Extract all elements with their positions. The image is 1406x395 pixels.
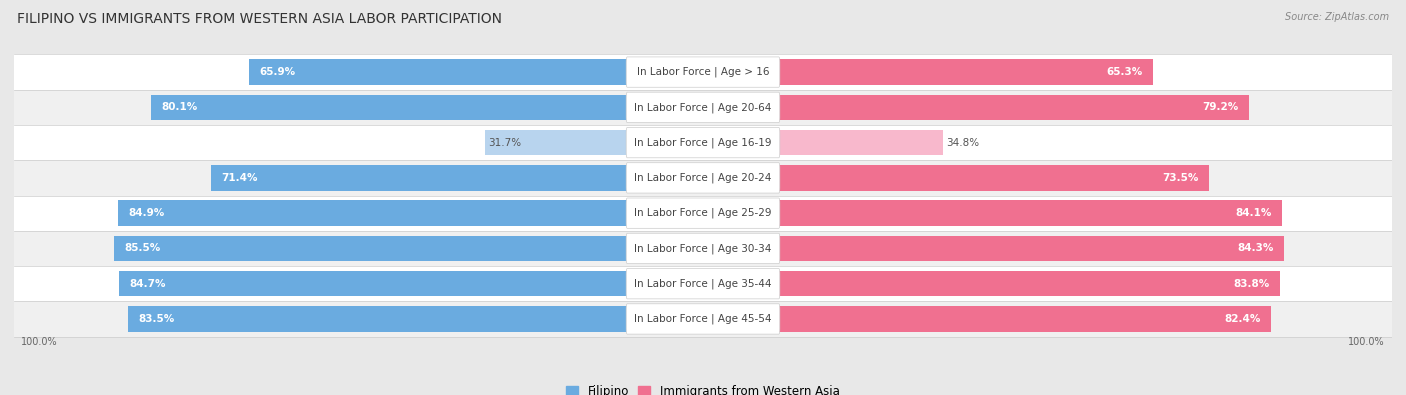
Bar: [703, 271, 1281, 296]
FancyBboxPatch shape: [626, 163, 780, 193]
Text: 84.1%: 84.1%: [1236, 208, 1272, 218]
Bar: [703, 165, 1209, 191]
Bar: [14, 231, 1392, 266]
Text: 83.8%: 83.8%: [1233, 279, 1270, 289]
Text: 34.8%: 34.8%: [946, 137, 980, 148]
Bar: [703, 201, 1282, 226]
Text: 100.0%: 100.0%: [21, 337, 58, 347]
Text: In Labor Force | Age 16-19: In Labor Force | Age 16-19: [634, 137, 772, 148]
Text: 73.5%: 73.5%: [1163, 173, 1199, 183]
Text: 79.2%: 79.2%: [1202, 102, 1239, 112]
Text: 100.0%: 100.0%: [1348, 337, 1385, 347]
FancyBboxPatch shape: [626, 198, 780, 228]
Text: 65.9%: 65.9%: [259, 67, 295, 77]
Bar: [211, 165, 703, 191]
Text: FILIPINO VS IMMIGRANTS FROM WESTERN ASIA LABOR PARTICIPATION: FILIPINO VS IMMIGRANTS FROM WESTERN ASIA…: [17, 12, 502, 26]
Bar: [249, 59, 703, 85]
Bar: [14, 266, 1392, 301]
Text: In Labor Force | Age 45-54: In Labor Force | Age 45-54: [634, 314, 772, 324]
Text: In Labor Force | Age > 16: In Labor Force | Age > 16: [637, 67, 769, 77]
FancyBboxPatch shape: [626, 304, 780, 334]
Text: 84.9%: 84.9%: [128, 208, 165, 218]
Text: 83.5%: 83.5%: [138, 314, 174, 324]
Bar: [114, 236, 703, 261]
Bar: [14, 196, 1392, 231]
Bar: [703, 306, 1271, 332]
Text: 84.3%: 84.3%: [1237, 243, 1274, 254]
Text: 82.4%: 82.4%: [1225, 314, 1260, 324]
FancyBboxPatch shape: [626, 57, 780, 87]
Text: In Labor Force | Age 20-24: In Labor Force | Age 20-24: [634, 173, 772, 183]
Bar: [14, 160, 1392, 196]
FancyBboxPatch shape: [626, 128, 780, 158]
Legend: Filipino, Immigrants from Western Asia: Filipino, Immigrants from Western Asia: [561, 380, 845, 395]
Text: In Labor Force | Age 25-29: In Labor Force | Age 25-29: [634, 208, 772, 218]
Text: Source: ZipAtlas.com: Source: ZipAtlas.com: [1285, 12, 1389, 22]
FancyBboxPatch shape: [626, 92, 780, 122]
Bar: [152, 95, 703, 120]
Text: 84.7%: 84.7%: [129, 279, 166, 289]
FancyBboxPatch shape: [626, 233, 780, 263]
Text: 65.3%: 65.3%: [1107, 67, 1143, 77]
Text: 85.5%: 85.5%: [124, 243, 160, 254]
Bar: [120, 271, 703, 296]
Bar: [128, 306, 703, 332]
Bar: [703, 130, 943, 155]
Text: In Labor Force | Age 30-34: In Labor Force | Age 30-34: [634, 243, 772, 254]
Text: 80.1%: 80.1%: [162, 102, 198, 112]
Bar: [14, 301, 1392, 337]
Bar: [485, 130, 703, 155]
FancyBboxPatch shape: [626, 269, 780, 299]
Bar: [14, 55, 1392, 90]
Bar: [118, 201, 703, 226]
Text: In Labor Force | Age 35-44: In Labor Force | Age 35-44: [634, 278, 772, 289]
Bar: [703, 236, 1284, 261]
Text: In Labor Force | Age 20-64: In Labor Force | Age 20-64: [634, 102, 772, 113]
Bar: [703, 95, 1249, 120]
Text: 71.4%: 71.4%: [221, 173, 257, 183]
Bar: [14, 90, 1392, 125]
Bar: [703, 59, 1153, 85]
Bar: [14, 125, 1392, 160]
Text: 31.7%: 31.7%: [488, 137, 522, 148]
